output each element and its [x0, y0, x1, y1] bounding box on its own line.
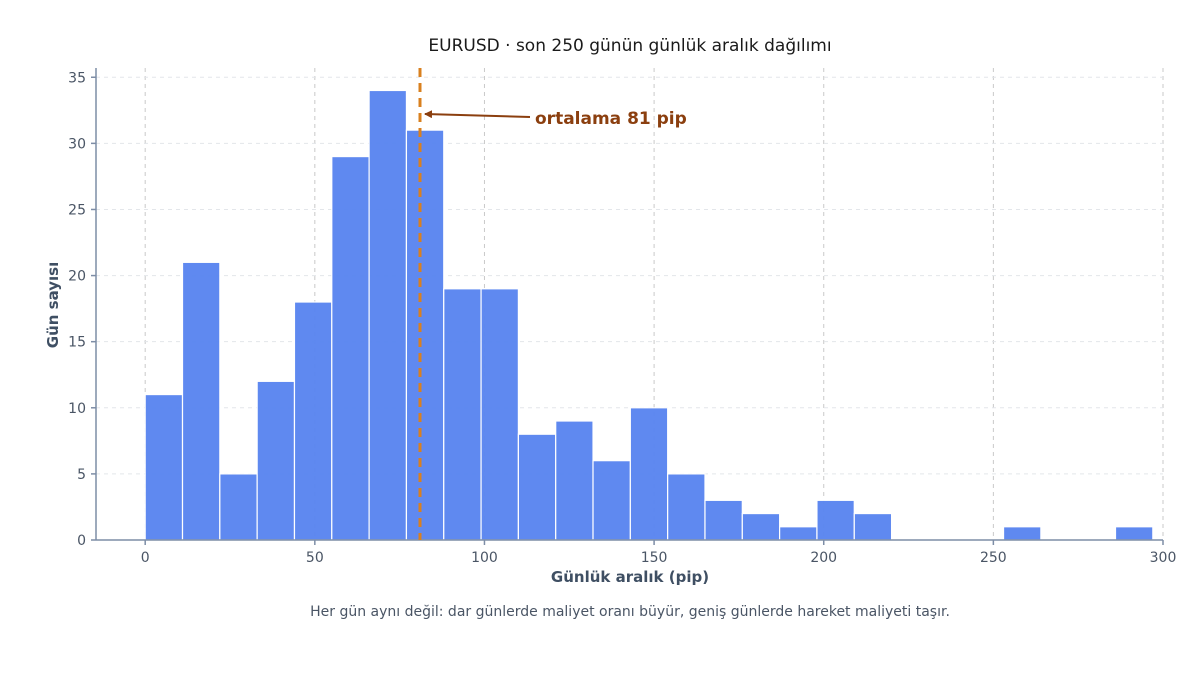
x-axis-label: Günlük aralık (pip)	[551, 568, 709, 586]
x-tick-label: 150	[641, 550, 668, 566]
y-tick-label: 15	[68, 335, 86, 351]
histogram-bar	[293, 301, 333, 541]
y-tick-label: 5	[77, 467, 86, 483]
histogram-bar	[1002, 526, 1042, 541]
histogram-bar	[480, 288, 519, 541]
x-tick-label: 300	[1150, 550, 1177, 566]
x-tick-label: 200	[810, 550, 837, 566]
mean-annotation: ortalama 81 pip	[418, 68, 687, 540]
histogram-bar	[405, 129, 445, 541]
y-tick-label: 0	[77, 533, 86, 549]
mean-label: ortalama 81 pip	[535, 109, 687, 129]
histogram-bar	[219, 473, 258, 541]
histogram-bar	[704, 499, 743, 541]
histogram-bar	[1114, 526, 1154, 541]
histogram-bar	[629, 407, 669, 541]
histogram-bars	[144, 89, 1154, 541]
histogram-bar	[256, 380, 296, 541]
tick-labels: 0 50 100 150 200 250 300 0 5 10 15 20 25 30 35	[68, 70, 1176, 566]
y-tick-label: 35	[68, 70, 86, 86]
chart-title: EURUSD · son 250 günün günlük aralık dağ…	[428, 36, 831, 56]
y-tick-label: 30	[68, 136, 86, 152]
y-tick-label: 25	[68, 202, 86, 218]
mean-arrow	[424, 110, 531, 119]
histogram-bar	[517, 433, 557, 541]
x-tick-label: 50	[306, 550, 324, 566]
x-tick-label: 250	[980, 550, 1007, 566]
histogram-bar	[779, 526, 818, 541]
x-tick-label: 100	[471, 550, 498, 566]
y-tick-label: 10	[68, 401, 86, 417]
chart-caption: Her gün aynı değil: dar günlerde maliyet…	[310, 604, 950, 620]
axes	[95, 68, 1163, 541]
histogram-bar	[816, 499, 855, 541]
histogram-bar	[741, 512, 781, 541]
histogram-bar	[181, 261, 221, 541]
histogram-bar	[331, 155, 370, 541]
histogram-bar	[853, 512, 893, 541]
y-tick-label: 20	[68, 269, 86, 285]
histogram-bar	[555, 420, 594, 541]
histogram-bar	[368, 89, 408, 541]
histogram-bar	[667, 473, 706, 541]
histogram-bar	[144, 393, 184, 541]
histogram-bar	[443, 288, 482, 541]
y-axis-label: Gün sayısı	[44, 262, 62, 348]
histogram-bar	[592, 460, 631, 541]
x-tick-label: 0	[141, 550, 150, 566]
